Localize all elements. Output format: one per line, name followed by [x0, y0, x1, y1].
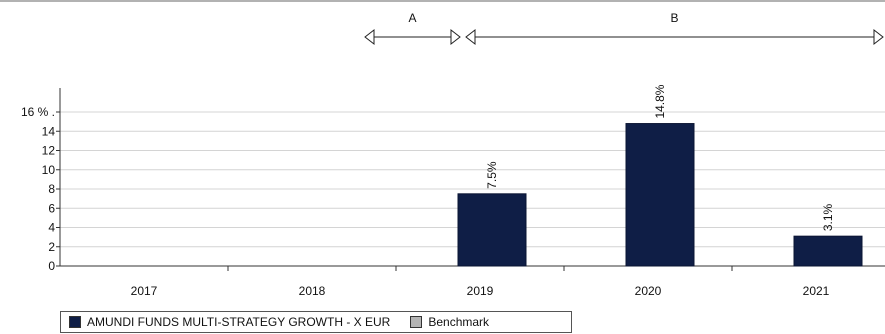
legend-label-fund: AMUNDI FUNDS MULTI-STRATEGY GROWTH - X E… — [87, 315, 391, 329]
y-tick-label: 6 — [48, 201, 55, 215]
data-label: 3.1% — [821, 203, 835, 231]
x-tick-label: 2017 — [131, 284, 158, 298]
period-b-arrowhead-right — [873, 28, 884, 46]
y-tick-label: 10 — [42, 163, 56, 177]
bar — [793, 235, 863, 267]
y-tick-label: 8 — [48, 182, 55, 196]
period-b-label: B — [670, 11, 678, 25]
legend-swatch-benchmark — [410, 316, 423, 328]
y-tick-label: 0 — [48, 259, 55, 273]
x-tick-label: 2021 — [803, 284, 830, 298]
y-tick-label: 16 % . — [21, 105, 55, 119]
legend: AMUNDI FUNDS MULTI-STRATEGY GROWTH - X E… — [60, 311, 572, 333]
y-tick-label: 2 — [48, 240, 55, 254]
x-tick-label: 2018 — [299, 284, 326, 298]
data-label: 7.5% — [485, 161, 499, 189]
y-tick-label: 12 — [42, 144, 56, 158]
data-label: 14.8% — [653, 84, 667, 118]
legend-label-benchmark: Benchmark — [428, 315, 490, 329]
period-a-arrowhead-right — [450, 28, 461, 46]
y-tick-label: 4 — [48, 221, 55, 235]
x-tick-label: 2020 — [635, 284, 662, 298]
period-a-arrowhead-left — [364, 28, 375, 46]
bar — [457, 193, 527, 267]
y-tick-label: 14 — [42, 124, 56, 138]
period-a-label: A — [408, 11, 416, 25]
period-b-arrowhead-left — [465, 28, 476, 46]
legend-swatch-fund — [69, 316, 81, 328]
x-tick-label: 2019 — [467, 284, 494, 298]
bar — [625, 123, 695, 267]
